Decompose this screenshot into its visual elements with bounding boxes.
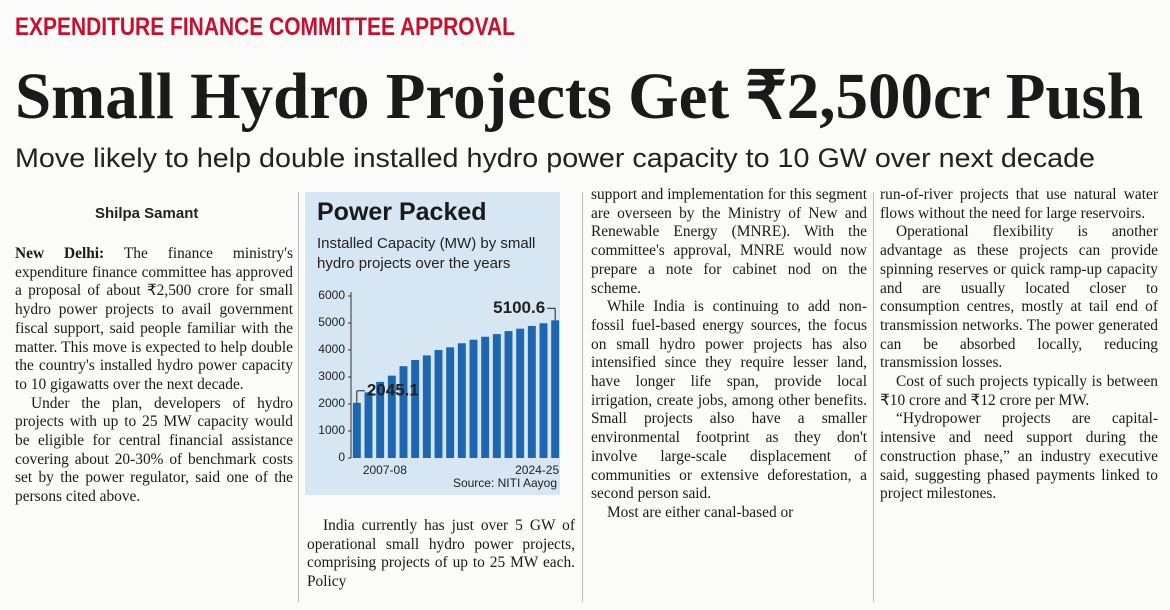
bar [376,381,385,458]
chart-subtitle: Installed Capacity (MW) by small hydro p… [317,235,536,272]
column-rule [298,192,299,602]
x-tick-label: 2024-25 [515,463,559,477]
bar [352,402,361,458]
bar [516,328,525,458]
chart-title: Power Packed [317,198,487,226]
y-tick-label: 1000 [318,423,345,437]
subhead: Move likely to help double installed hyd… [15,143,1095,173]
data-label: 5100.6 [493,298,545,317]
bar [469,339,478,458]
bar [387,375,396,458]
bar [527,325,536,458]
chart: 0 1000 2000 3000 4000 5000 6000 2007-08 2024-25 2… [318,288,560,490]
chart-panel: 0 1000 2000 3000 4000 5000 6000 2007-08 2024-25 2… [305,192,560,495]
bar [399,366,408,458]
bar [539,323,548,458]
bar [422,355,431,458]
dateline: New Delhi: [15,245,105,262]
y-tick-label: 2000 [318,396,345,410]
paragraph-text: Most are either canal-based or [607,503,794,521]
paragraph: India currently has just over 5 GW of op… [307,517,575,592]
y-tick-label: 0 [338,450,345,464]
paragraph-text: “Hydropower projects are capital-intensi… [880,410,1158,503]
bar [551,320,560,458]
paragraph: While India is continuing to add non-fos… [591,298,867,504]
bar [492,334,501,458]
paragraph-text: Under the plan, developers of hydro proj… [15,394,293,506]
paragraph-text: Cost of such projects typically is betwe… [880,373,1158,409]
article-column: New Delhi: The finance ministry's expend… [15,245,293,605]
y-tick-label: 4000 [318,342,345,356]
y-tick-label: 5000 [318,315,345,329]
paragraph: Most are either canal-based or [591,504,867,523]
byline: Shilpa Samant [95,205,199,222]
bar [481,336,490,458]
bar [504,331,513,458]
paragraph: Operational flexibility is another advan… [880,223,1158,373]
paragraph-text: While India is continuing to add non-fos… [591,298,867,503]
article-column: India currently has just over 5 GW of op… [307,517,575,607]
paragraph: Under the plan, developers of hydro proj… [15,395,293,507]
bar [457,343,466,458]
paragraph-text: Operational flexibility is another advan… [880,223,1158,372]
paragraph: “Hydropower projects are capital-intensi… [880,410,1158,504]
bar [434,350,443,458]
data-label: 2045.1 [367,380,419,399]
kicker: EXPENDITURE FINANCE COMMITTEE APPROVAL [15,13,515,41]
bar [446,347,455,458]
article-column: support and implementation for this segm… [591,186,867,606]
paragraph: run-of-river projects that use natural w… [880,186,1158,223]
paragraph-text: India currently has just over 5 GW of op… [307,517,575,591]
headline: Small Hydro Projects Get ₹2,500cr Push [15,60,1143,133]
paragraph: New Delhi: The finance ministry's expend… [15,245,293,395]
y-tick-label: 3000 [318,369,345,383]
article-column: run-of-river projects that use natural w… [880,186,1158,606]
paragraph: support and implementation for this segm… [591,186,867,298]
bar [364,392,373,458]
chart-source: Source: NITI Aayog [453,476,557,490]
column-rule [582,192,583,602]
y-tick-label: 6000 [318,288,345,302]
paragraph-text: The finance ministry's expenditure finan… [15,245,293,393]
x-tick-label: 2007-08 [363,463,407,477]
column-rule [873,192,874,602]
paragraph-text: run-of-river projects that use natural w… [880,186,1158,222]
bar [411,359,420,458]
paragraph: Cost of such projects typically is betwe… [880,373,1158,410]
header: EXPENDITURE FINANCE COMMITTEE APPROVAL S… [15,13,1143,173]
paragraph-text: support and implementation for this segm… [591,186,867,297]
